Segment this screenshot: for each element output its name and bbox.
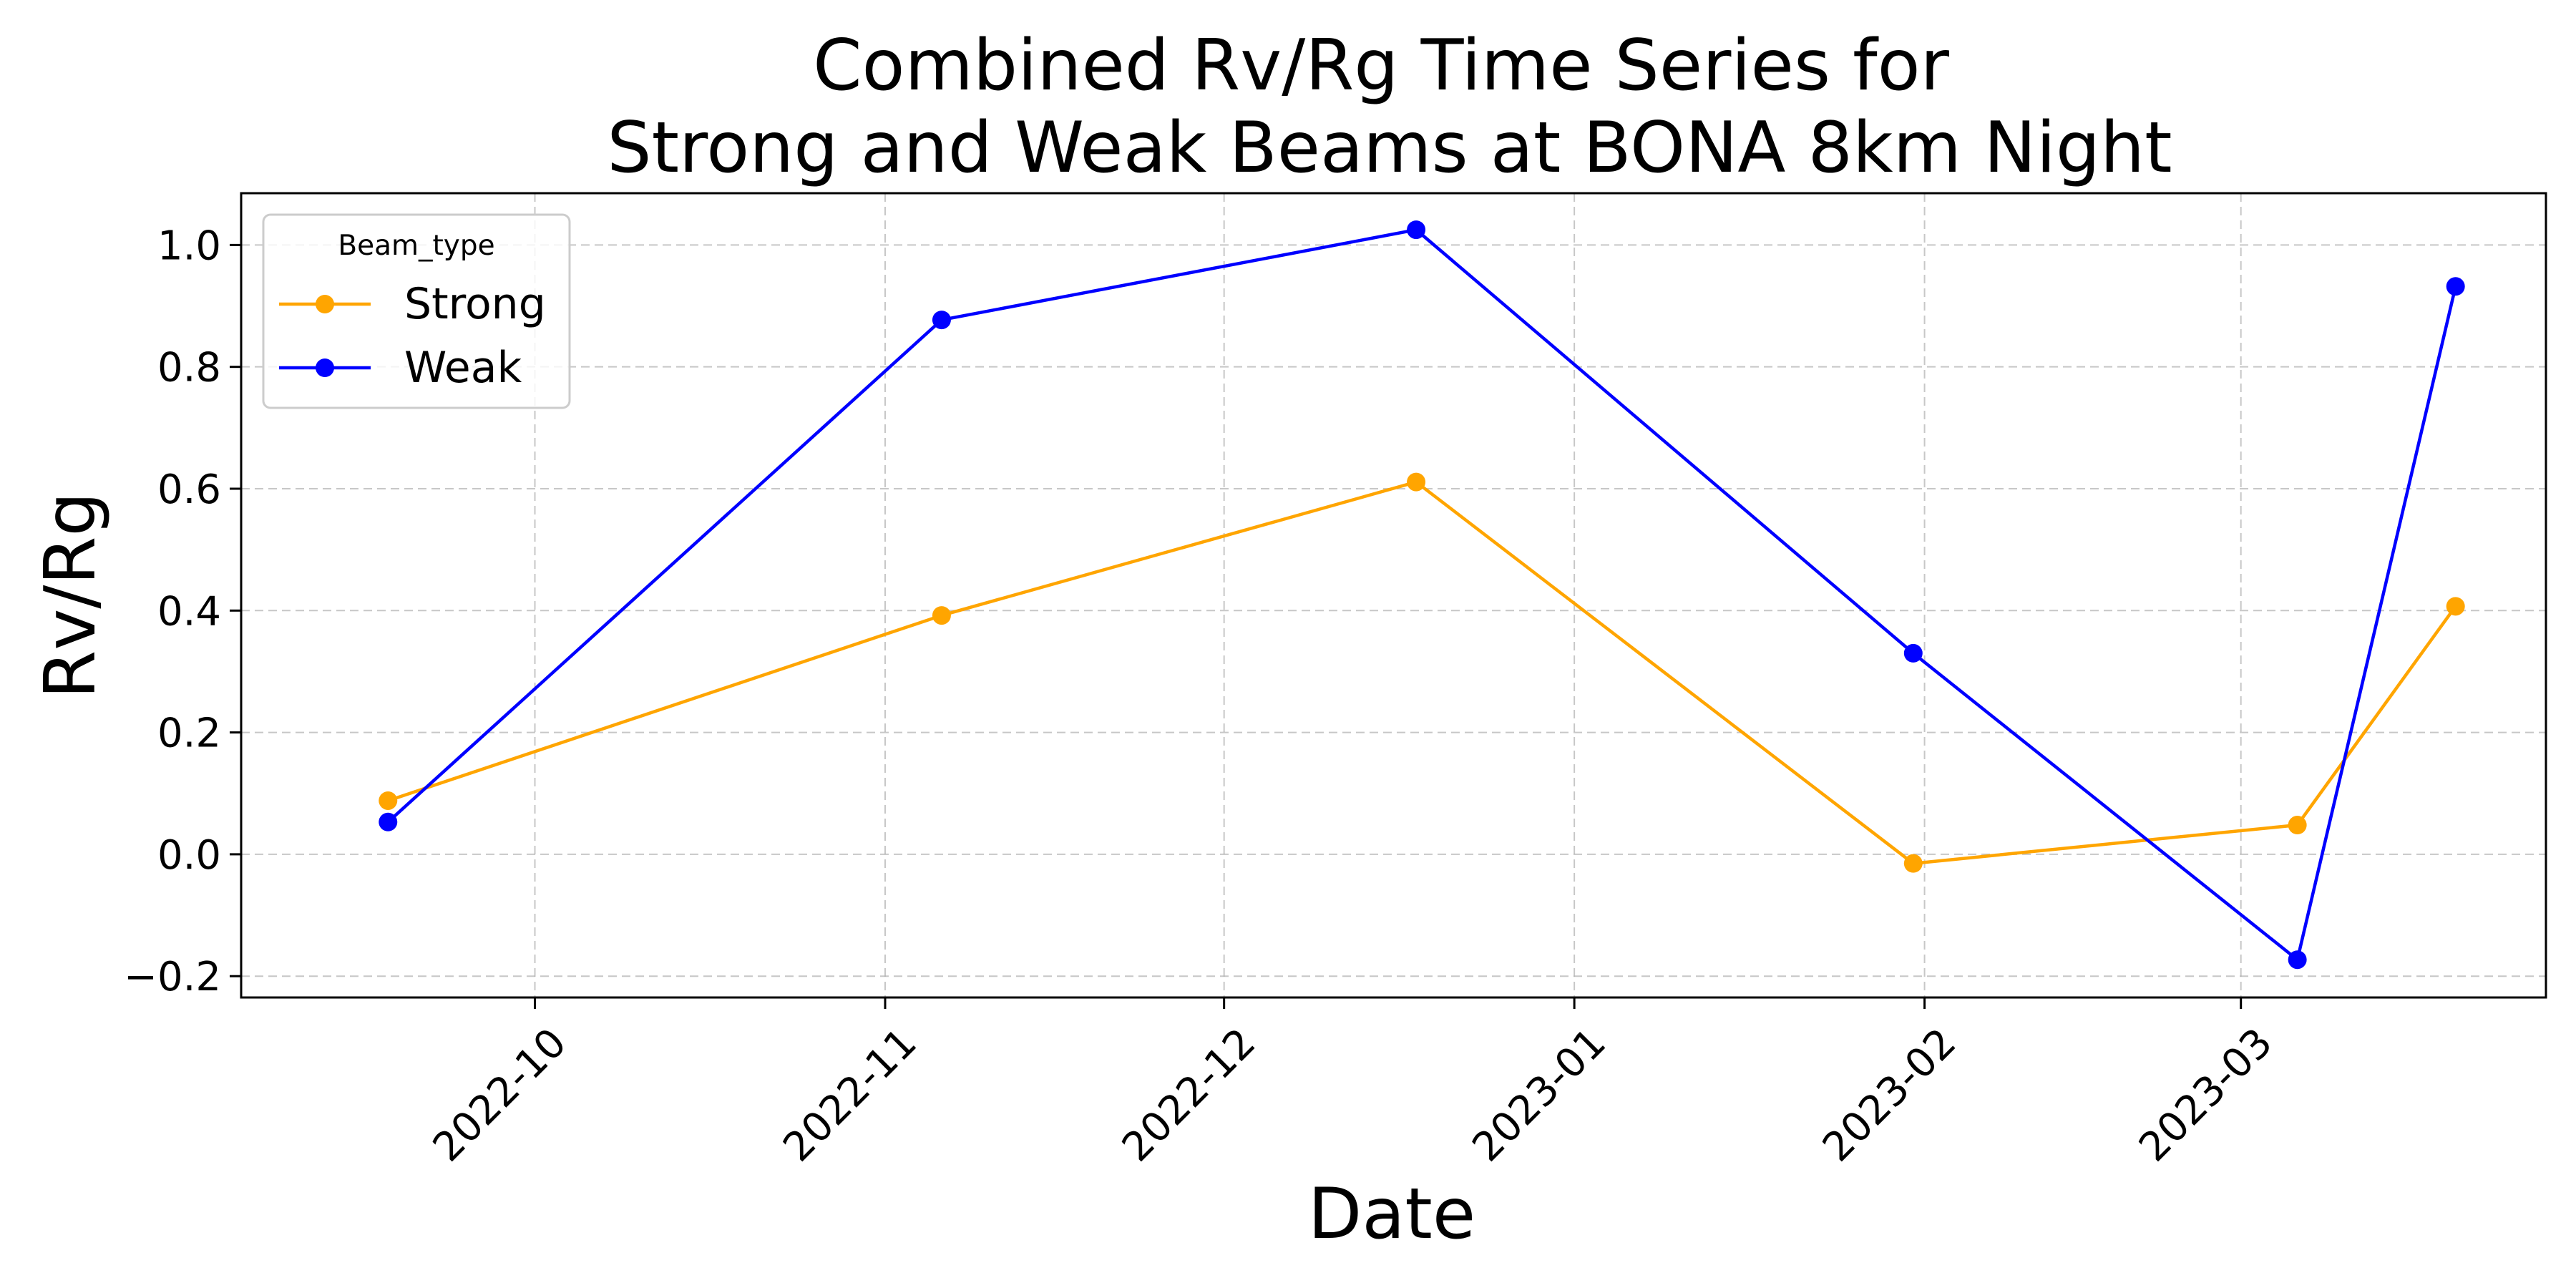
plot-frame [240, 192, 2547, 999]
legend-marker-weak [316, 358, 334, 377]
legend-title: Beam_type [338, 230, 494, 262]
data-point-strong [2288, 816, 2307, 835]
series-line-strong [387, 480, 2457, 865]
series-strong [379, 472, 2465, 873]
data-point-strong [379, 791, 398, 810]
legend-marker-strong [316, 295, 334, 313]
grid-layer [241, 193, 2546, 997]
data-point-strong [932, 606, 951, 625]
y-tick-label: 0.4 [157, 588, 221, 635]
chart-title-line-1: Combined Rv/Rg Time Series for [813, 25, 1950, 107]
legend-label-weak: Weak [404, 343, 522, 393]
y-tick-label: 1.0 [157, 223, 221, 269]
data-point-weak [2288, 950, 2307, 970]
x-axis-label: Date [1308, 1174, 1475, 1255]
series-layer [379, 220, 2465, 970]
y-tick-label: 0.6 [157, 467, 221, 513]
data-point-weak [1903, 643, 1923, 663]
series-line-weak [386, 228, 2457, 962]
data-point-strong [1407, 472, 1426, 492]
y-axis-ticks: −0.2 0.0 0.2 0.4 0.6 0.8 1.0 [124, 223, 241, 1000]
data-point-weak [1407, 220, 1426, 240]
data-point-weak [932, 311, 951, 330]
data-point-strong [2446, 597, 2465, 616]
y-tick-label: −0.2 [124, 954, 221, 1000]
y-tick-label: 0.2 [157, 711, 221, 757]
data-point-strong [1903, 854, 1923, 873]
chart-title-line-2: Strong and Weak Beams at BONA 8km Night [607, 107, 2172, 189]
data-point-weak [2446, 277, 2465, 296]
y-tick-label: 0.8 [157, 345, 221, 391]
data-point-weak [379, 812, 398, 831]
series-weak [379, 220, 2465, 970]
legend-box [262, 213, 571, 409]
legend: Beam_type Strong Weak [262, 213, 571, 409]
y-axis-label: Rv/Rg [30, 492, 112, 698]
legend-label-strong: Strong [404, 279, 546, 329]
y-tick-label: 0.0 [157, 832, 221, 879]
